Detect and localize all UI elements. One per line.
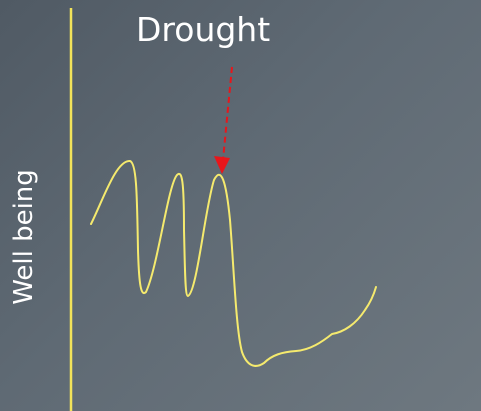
y-axis-label: Well being	[9, 169, 39, 305]
drought-annotation-label: Drought	[136, 10, 271, 49]
drought-arrow-head	[214, 156, 230, 174]
drought-arrow-shaft	[222, 66, 233, 161]
well-being-curve	[90, 159, 377, 367]
